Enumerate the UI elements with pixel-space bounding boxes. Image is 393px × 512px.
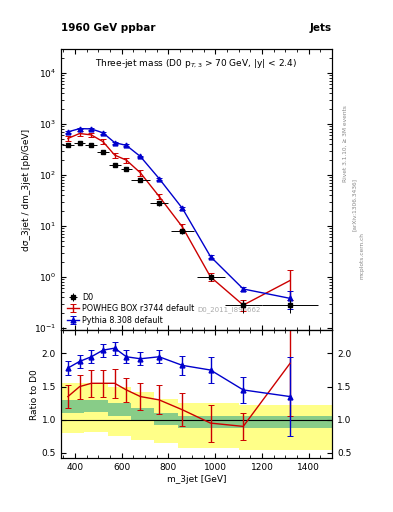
- Text: D0_2011_I895662: D0_2011_I895662: [197, 307, 261, 313]
- Legend: D0, POWHEG BOX r3744 default, Pythia 8.308 default: D0, POWHEG BOX r3744 default, Pythia 8.3…: [65, 291, 196, 326]
- Y-axis label: dσ_3jet / dm_3jet [pb/GeV]: dσ_3jet / dm_3jet [pb/GeV]: [22, 129, 31, 250]
- Y-axis label: Ratio to D0: Ratio to D0: [30, 369, 39, 420]
- Text: Rivet 3.1.10, ≥ 3M events: Rivet 3.1.10, ≥ 3M events: [343, 105, 348, 182]
- Text: 1960 GeV ppbar: 1960 GeV ppbar: [61, 23, 155, 33]
- X-axis label: m_3jet [GeV]: m_3jet [GeV]: [167, 475, 226, 484]
- Text: mcplots.cern.ch: mcplots.cern.ch: [360, 232, 365, 280]
- Text: Three-jet mass (D0 p$_{T,3}$ > 70 GeV, |y| < 2.4): Three-jet mass (D0 p$_{T,3}$ > 70 GeV, |…: [95, 57, 298, 70]
- Text: Jets: Jets: [310, 23, 332, 33]
- Text: [arXiv:1306.3436]: [arXiv:1306.3436]: [352, 178, 357, 231]
